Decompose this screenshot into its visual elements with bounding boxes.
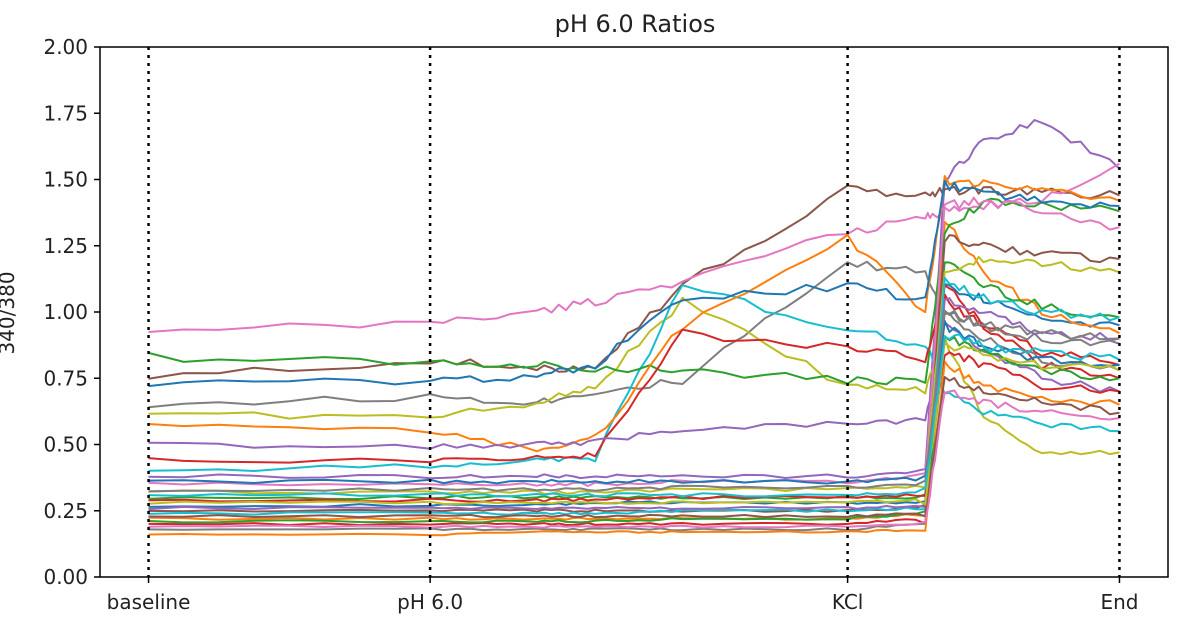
y-tick-label: 1.75 [43, 101, 88, 125]
y-tick-label: 1.25 [43, 234, 88, 258]
series-line [148, 360, 1120, 537]
y-axis-label: 340/380 [0, 271, 19, 354]
plot-frame [99, 46, 1169, 578]
x-tick-label: pH 6.0 [397, 590, 463, 614]
series-line [148, 341, 1120, 506]
y-tick-label: 1.00 [43, 300, 88, 324]
series-line [148, 311, 1120, 532]
series-line [148, 179, 1120, 388]
series-line [148, 296, 1120, 456]
x-tick-label: KCl [832, 590, 864, 614]
series-line [148, 119, 1121, 480]
series-line [148, 376, 1120, 519]
series-line [148, 297, 1120, 511]
x-tick-label: End [1100, 590, 1138, 614]
series-group [148, 119, 1121, 537]
y-tick-label: 1.50 [43, 168, 88, 192]
chart-title: pH 6.0 Ratios [555, 10, 716, 38]
y-tick-label: 0.75 [43, 366, 88, 390]
series-line [148, 255, 1120, 495]
y-tick-label: 0.25 [43, 499, 88, 523]
series-line [148, 260, 1120, 409]
y-tick-label: 2.00 [43, 35, 88, 59]
y-tick-label: 0.00 [43, 565, 88, 589]
series-line [148, 333, 1120, 498]
y-tick-label: 0.50 [43, 433, 88, 457]
series-line [148, 389, 1120, 529]
series-line [148, 221, 1120, 521]
plot-area: baseline pH 6.0 KCl End 0.00 0.25 0.50 0.75 1.00… [43, 35, 1169, 614]
series-line [148, 196, 1120, 487]
series-line [148, 284, 1120, 472]
series-line [148, 175, 1120, 453]
series-line [148, 284, 1120, 464]
series-line [148, 234, 1120, 513]
x-tick-label: baseline [107, 590, 191, 614]
series-line [148, 309, 1120, 493]
series-line [148, 321, 1120, 450]
